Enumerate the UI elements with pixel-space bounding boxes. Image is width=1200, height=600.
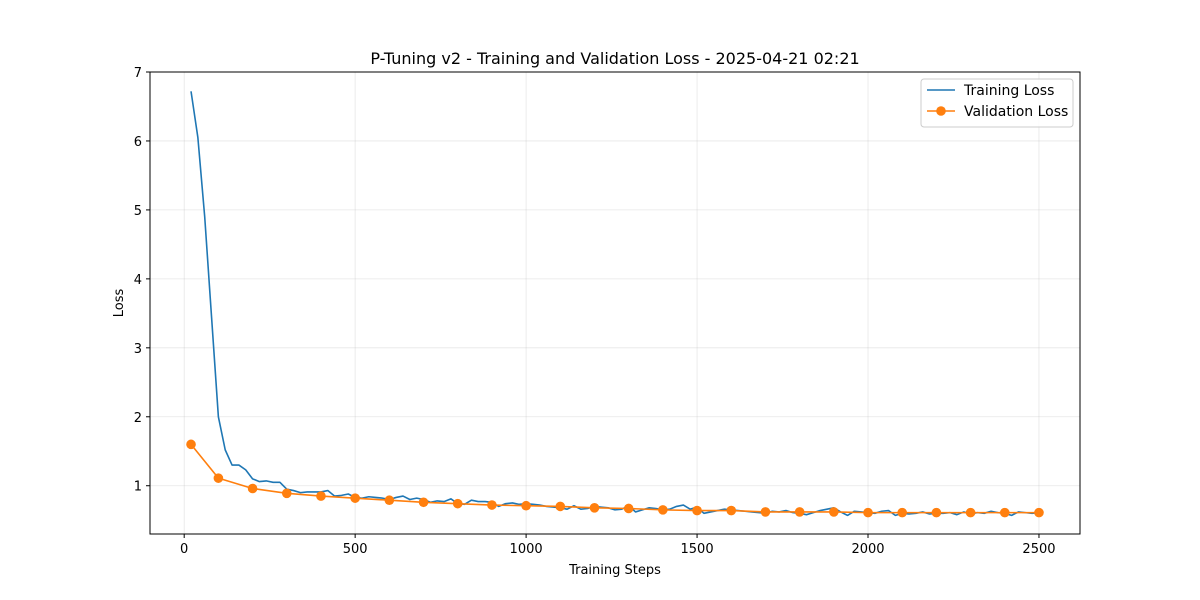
chart-title: P-Tuning v2 - Training and Validation Lo… — [370, 49, 859, 68]
y-tick-label: 4 — [134, 273, 142, 288]
validation-loss-point — [186, 439, 196, 450]
training-loss-line — [190, 91, 1040, 517]
y-tick-label: 7 — [134, 66, 142, 81]
y-axis-label: Loss — [112, 289, 127, 318]
validation-loss-point — [863, 507, 873, 518]
validation-loss-point — [1034, 507, 1044, 518]
validation-loss-point — [589, 502, 600, 513]
x-tick-label: 0 — [180, 542, 188, 557]
validation-loss-point — [350, 493, 360, 503]
axis-ticks: 0 500 1000 1500 2000 2500 1 2 3 4 5 6 7 — [134, 66, 1056, 557]
validation-loss-point — [965, 507, 976, 518]
validation-loss-point — [658, 505, 668, 515]
validation-loss-point — [623, 503, 634, 514]
validation-loss-point — [931, 507, 942, 518]
legend: Training Loss Validation Loss — [920, 78, 1074, 128]
y-tick-label: 3 — [134, 342, 142, 357]
grid — [150, 71, 1080, 534]
validation-loss-point — [213, 473, 224, 483]
validation-loss-point — [247, 483, 258, 494]
plot-frame — [149, 71, 1081, 535]
validation-loss-point — [897, 507, 908, 518]
validation-loss-point — [316, 491, 326, 501]
validation-loss-point — [692, 505, 702, 516]
x-tick-label: 2500 — [1022, 542, 1055, 557]
validation-loss-point — [999, 507, 1010, 518]
y-tick-label: 2 — [134, 411, 142, 426]
legend-label-validation-loss: Validation Loss — [964, 104, 1068, 120]
validation-loss-point — [418, 497, 429, 508]
validation-loss-point — [829, 507, 839, 517]
y-tick-label: 5 — [134, 204, 142, 219]
legend-box — [920, 78, 1074, 128]
validation-loss-line — [190, 443, 1039, 514]
x-tick-label: 1500 — [681, 542, 714, 557]
validation-loss-point — [452, 498, 463, 509]
validation-loss-point — [487, 500, 497, 510]
x-axis-label: Training Steps — [568, 563, 661, 578]
validation-loss-point — [726, 505, 737, 516]
series-layer — [186, 91, 1044, 518]
validation-loss-point — [281, 488, 292, 499]
legend-label-training-loss: Training Loss — [963, 83, 1054, 99]
validation-loss-point — [521, 500, 531, 511]
validation-loss-point — [555, 501, 566, 512]
y-tick-label: 1 — [134, 480, 142, 495]
x-tick-label: 2000 — [851, 542, 884, 557]
validation-loss-point — [760, 507, 771, 517]
y-tick-label: 6 — [134, 135, 142, 150]
legend-marker-validation-loss — [936, 106, 946, 116]
x-tick-label: 500 — [343, 542, 368, 557]
validation-loss-point — [794, 507, 805, 517]
x-tick-label: 1000 — [510, 542, 543, 557]
validation-loss-point — [384, 495, 395, 506]
